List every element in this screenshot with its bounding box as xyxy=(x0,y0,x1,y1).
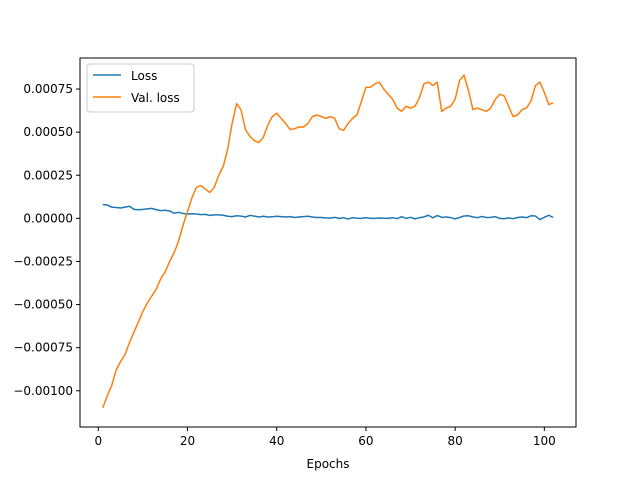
x-tick-label: 0 xyxy=(94,434,102,448)
x-tick-label: 60 xyxy=(358,434,373,448)
x-tick-label: 80 xyxy=(447,434,462,448)
y-tick-label: 0.00025 xyxy=(23,168,73,182)
y-tick-label: −0.00050 xyxy=(13,298,73,312)
x-axis: 0 20 40 60 80 100 xyxy=(94,427,556,448)
y-tick-label: −0.00100 xyxy=(13,384,73,398)
x-tick-label: 100 xyxy=(533,434,556,448)
y-tick-label: −0.00025 xyxy=(13,254,73,268)
legend-label-val-loss: Val. loss xyxy=(131,91,180,105)
x-tick-label: 20 xyxy=(180,434,195,448)
plot-frame xyxy=(79,57,577,428)
y-tick-label: 0.00000 xyxy=(23,211,73,225)
x-axis-label: Epochs xyxy=(307,457,350,471)
series-layer xyxy=(102,74,554,409)
series-line-val-loss xyxy=(102,74,554,409)
y-axis: −0.00100 −0.00075 −0.00050 −0.00025 0.00000 0… xyxy=(13,82,80,398)
legend-label-loss: Loss xyxy=(131,69,157,83)
y-tick-label: 0.00075 xyxy=(23,82,73,96)
y-tick-label: 0.00050 xyxy=(23,125,73,139)
y-tick-label: −0.00075 xyxy=(13,341,73,355)
series-line-loss xyxy=(102,203,554,221)
x-tick-label: 40 xyxy=(269,434,284,448)
legend-box xyxy=(86,63,195,113)
legend: Loss Val. loss xyxy=(86,63,195,113)
